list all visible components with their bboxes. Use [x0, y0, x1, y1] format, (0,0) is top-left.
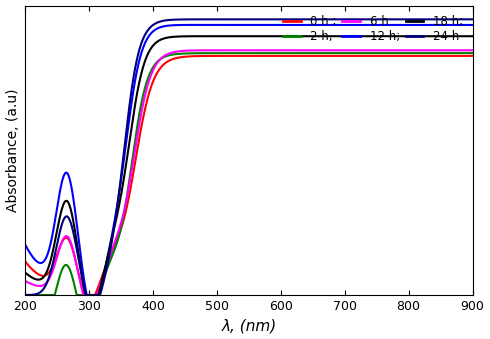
- Legend: 0 h ;, 2 h,, 6 h, 12 h;, 18 h;, 24 h: 0 h ;, 2 h,, 6 h, 12 h;, 18 h;, 24 h: [279, 12, 466, 47]
- X-axis label: λ, (nm): λ, (nm): [221, 318, 276, 334]
- Y-axis label: Absorbance, (a.u): Absorbance, (a.u): [5, 88, 20, 212]
